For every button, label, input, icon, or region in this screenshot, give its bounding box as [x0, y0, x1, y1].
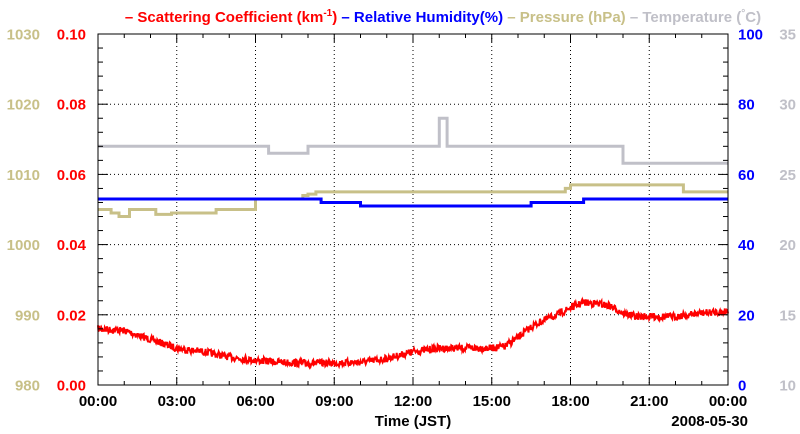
legend-suffix: C)	[745, 9, 761, 26]
humidity-axis-tick-label: 100	[738, 27, 763, 44]
pressure-axis-tick-label: 1010	[7, 167, 40, 184]
legend-superscript: °	[741, 8, 745, 19]
x-tick-label: 00:00	[709, 393, 747, 410]
humidity-series-line	[98, 197, 728, 208]
temperature-axis-tick-label: 30	[779, 97, 796, 114]
scattering-axis-tick-label: 0.08	[57, 97, 86, 114]
legend-suffix: )	[332, 9, 337, 26]
x-axis-title: Time (JST)	[375, 413, 451, 430]
scattering-axis-tick-label: 0.00	[57, 378, 86, 395]
x-tick-label: 03:00	[158, 393, 196, 410]
scattering-axis-tick-label: 0.06	[57, 167, 86, 184]
pressure-series-line	[98, 183, 728, 218]
temperature-axis-tick-label: 25	[779, 167, 796, 184]
humidity-axis-tick-label: 60	[738, 167, 755, 184]
temperature-axis-tick-label: 35	[779, 27, 796, 44]
scattering-axis-tick-label: 0.10	[57, 27, 86, 44]
pressure-axis-tick-label: 990	[15, 307, 40, 324]
legend-entry-temperature: – Temperature (	[626, 9, 742, 26]
pressure-axis-tick-label: 980	[15, 378, 40, 395]
humidity-axis-tick-label: 0	[738, 378, 746, 395]
x-tick-label: 21:00	[630, 393, 668, 410]
x-tick-label: 09:00	[315, 393, 353, 410]
legend: – Scattering Coefficient (km-1) – Relati…	[125, 8, 761, 26]
pressure-axis-tick-label: 1030	[7, 27, 40, 44]
legend-entry-pressure: – Pressure (hPa)	[503, 9, 626, 26]
grid-lines	[98, 34, 728, 385]
x-tick-label: 00:00	[79, 393, 117, 410]
scattering-series-line	[97, 296, 729, 371]
legend-entry-scattering: – Scattering Coefficient (km	[125, 9, 323, 26]
humidity-axis-tick-label: 80	[738, 97, 755, 114]
x-tick-label: 12:00	[394, 393, 432, 410]
scattering-axis-tick-label: 0.02	[57, 307, 86, 324]
x-tick-label: 15:00	[473, 393, 511, 410]
temperature-series-line	[98, 116, 728, 165]
temperature-axis-tick-label: 15	[779, 307, 796, 324]
x-tick-label: 18:00	[551, 393, 589, 410]
series-layer	[97, 116, 729, 371]
pressure-axis-tick-label: 1000	[7, 237, 40, 254]
date-label: 2008-05-30	[671, 413, 748, 430]
scattering-axis-tick-label: 0.04	[57, 237, 87, 254]
humidity-axis-tick-label: 40	[738, 237, 755, 254]
legend-entry-humidity: – Relative Humidity(%)	[337, 9, 503, 26]
temperature-axis-tick-label: 10	[779, 378, 796, 395]
legend-superscript: -1	[323, 8, 332, 19]
pressure-axis-tick-label: 1020	[7, 97, 40, 114]
humidity-axis-tick-label: 20	[738, 307, 755, 324]
x-tick-label: 06:00	[236, 393, 274, 410]
temperature-axis-tick-label: 20	[779, 237, 796, 254]
axis-layer: 00:00 03:00 06:00 09:00 12:00 15:00 18:00 21:00…	[7, 27, 796, 411]
